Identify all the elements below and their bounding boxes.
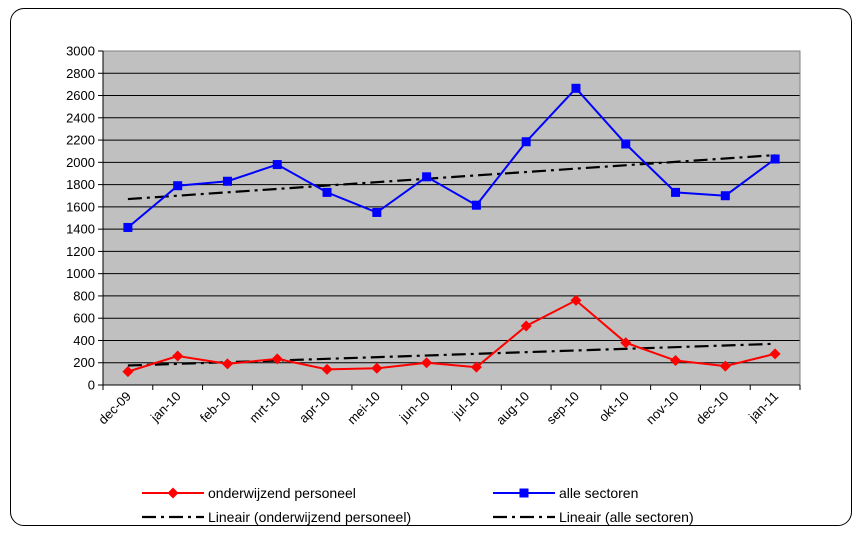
data-point (521, 137, 531, 147)
y-axis-ticks: 0 200 400 600 800 1000 1200 1400 1600 1800 2000 220… (66, 44, 800, 393)
x-tick-label: mei-10 (344, 389, 383, 428)
y-tick-label: 200 (73, 355, 95, 370)
trendlines (127, 153, 776, 367)
x-axis-ticks: dec-09 jan-10 feb-10 mrt-10 apr-10 mei-10 jun-… (95, 385, 801, 428)
y-tick-label: 1600 (66, 199, 95, 214)
legend-label: Lineair (alle sectoren) (559, 509, 694, 525)
trendline (127, 153, 776, 201)
data-point (770, 154, 780, 164)
data-point (371, 362, 383, 374)
data-point (519, 488, 529, 498)
legend: onderwijzend personeel alle sectoren Linea… (142, 485, 694, 525)
data-point (769, 348, 781, 360)
legend-entry: alle sectoren (493, 485, 638, 501)
data-point (372, 207, 382, 217)
data-point (422, 172, 432, 182)
y-tick-label: 2800 (66, 66, 95, 81)
data-point (122, 366, 134, 378)
y-tick-label: 2000 (66, 155, 95, 170)
plot-background (103, 51, 800, 385)
series-line (127, 86, 776, 229)
data-point (173, 181, 183, 191)
series-lines (122, 83, 781, 378)
y-tick-label: 3000 (66, 44, 95, 59)
data-point (123, 222, 133, 232)
data-point (321, 363, 333, 375)
data-point (620, 337, 632, 349)
x-tick-label: dec-10 (693, 389, 732, 428)
y-tick-label: 1800 (66, 177, 95, 192)
data-point (670, 355, 682, 367)
data-point (719, 360, 731, 372)
x-tick-label: jan-11 (745, 389, 781, 425)
y-tick-label: 800 (73, 288, 95, 303)
x-tick-label: jun-10 (396, 389, 433, 426)
series-line (127, 299, 776, 373)
x-tick-label: apr-10 (296, 389, 333, 426)
y-tick-label: 400 (73, 333, 95, 348)
data-point (471, 200, 481, 210)
x-tick-label: dec-09 (95, 389, 134, 428)
data-point (322, 187, 332, 197)
x-tick-label: nov-10 (643, 389, 682, 428)
data-point (172, 350, 184, 362)
y-tick-label: 1000 (66, 266, 95, 281)
data-point (621, 139, 631, 149)
data-point (271, 353, 283, 365)
y-tick-label: 2600 (66, 88, 95, 103)
data-point (571, 83, 581, 93)
y-tick-label: 2400 (66, 110, 95, 125)
x-tick-label: jan-10 (147, 389, 184, 426)
y-tick-label: 2200 (66, 133, 95, 148)
data-point (272, 160, 282, 170)
x-tick-label: okt-10 (596, 389, 632, 425)
legend-label: onderwijzend personeel (208, 485, 356, 501)
x-tick-label: jul-10 (449, 389, 483, 423)
data-point (470, 361, 482, 373)
plot-area (102, 50, 801, 386)
x-tick-label: feb-10 (197, 389, 234, 426)
legend-label: alle sectoren (559, 485, 638, 501)
legend-entry: Lineair (onderwijzend personeel) (142, 509, 411, 525)
y-tick-label: 1200 (66, 244, 95, 259)
x-tick-label: mrt-10 (246, 389, 283, 426)
legend-label: Lineair (onderwijzend personeel) (208, 509, 411, 525)
y-tick-label: 0 (88, 378, 95, 393)
y-tick-label: 600 (73, 311, 95, 326)
data-point (671, 187, 681, 197)
data-point (720, 191, 730, 201)
legend-entry: onderwijzend personeel (142, 485, 356, 501)
data-point (222, 176, 232, 186)
data-point (221, 358, 233, 370)
data-point (421, 357, 433, 369)
legend-entry: Lineair (alle sectoren) (493, 509, 694, 525)
x-tick-label: aug-10 (493, 389, 532, 428)
data-point (167, 487, 179, 499)
data-point (570, 294, 582, 306)
x-tick-label: sep-10 (543, 389, 582, 428)
y-tick-label: 1400 (66, 222, 95, 237)
data-point (520, 320, 532, 332)
